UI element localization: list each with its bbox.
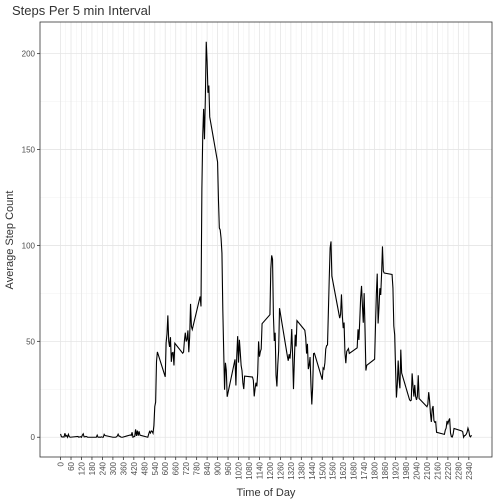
x-tick-label: 1620: [339, 461, 348, 479]
x-tick-label: 960: [224, 461, 233, 475]
x-tick-label: 1740: [360, 461, 369, 479]
x-tick-label: 2220: [444, 461, 453, 479]
x-axis-label: Time of Day: [237, 487, 296, 499]
data-line: [60, 41, 472, 439]
x-tick-label: 120: [77, 461, 86, 475]
x-tick-label: 840: [203, 461, 212, 475]
y-tick-label: 150: [22, 146, 36, 155]
x-tick-label: 1020: [235, 461, 244, 479]
x-tick-label: 60: [67, 461, 76, 470]
x-tick-label: 660: [172, 461, 181, 475]
x-tick-label: 1080: [245, 461, 254, 479]
x-tick-label: 780: [193, 461, 202, 475]
x-tick-label: 1860: [381, 461, 390, 479]
x-tick-label: 540: [151, 461, 160, 475]
plot-border: [39, 21, 493, 458]
x-tick-label: 1380: [297, 461, 306, 479]
x-tick-label: 420: [130, 461, 139, 475]
x-tick-label: 1680: [350, 461, 359, 479]
x-tick-label: 2100: [423, 461, 432, 479]
y-tick-label: 200: [22, 50, 36, 59]
y-tick-label: 0: [31, 433, 36, 442]
y-axis-label: Average Step Count: [4, 191, 16, 290]
x-tick-label: 1320: [287, 461, 296, 479]
x-tick-label: 2040: [412, 461, 421, 479]
x-tick-label: 720: [182, 461, 191, 475]
x-tick-label: 480: [140, 461, 149, 475]
x-tick-label: 0: [57, 461, 66, 466]
x-tick-label: 1200: [266, 461, 275, 479]
x-tick-label: 300: [109, 461, 118, 475]
y-tick-label: 100: [22, 241, 36, 250]
x-tick-label: 1140: [255, 461, 264, 479]
x-tick-label: 1260: [276, 461, 285, 479]
x-tick-label: 1440: [308, 461, 317, 479]
x-tick-label: 2280: [454, 461, 463, 479]
chart-title: Steps Per 5 min Interval: [12, 3, 151, 18]
x-tick-label: 1500: [318, 461, 327, 479]
x-tick-label: 1800: [371, 461, 380, 479]
y-tick-label: 50: [26, 337, 35, 346]
x-tick-label: 600: [161, 461, 170, 475]
x-tick-label: 360: [119, 461, 128, 475]
x-tick-label: 240: [98, 461, 107, 475]
x-tick-label: 2160: [433, 461, 442, 479]
x-tick-label: 900: [214, 461, 223, 475]
x-tick-label: 2340: [465, 461, 474, 479]
x-tick-label: 1980: [402, 461, 411, 479]
x-tick-label: 180: [88, 461, 97, 475]
x-tick-label: 1560: [329, 461, 338, 479]
x-tick-label: 1920: [392, 461, 401, 479]
